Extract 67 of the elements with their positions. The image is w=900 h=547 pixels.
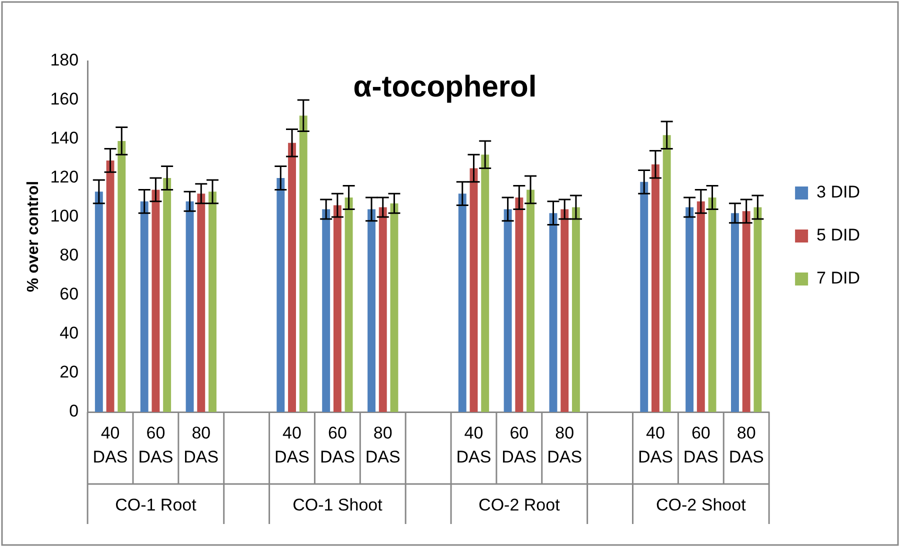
- bar: [549, 213, 558, 412]
- bar: [118, 140, 126, 412]
- legend-label: 3 DID: [816, 182, 860, 202]
- x-tick-label: 80 DAS: [365, 424, 400, 467]
- legend-label: 7 DID: [816, 268, 860, 288]
- bar: [515, 198, 524, 412]
- x-tick-label: 40 DAS: [92, 424, 128, 467]
- bar: [662, 135, 671, 412]
- bar: [458, 194, 466, 412]
- x-tick-label: 60 DAS: [320, 424, 355, 467]
- y-tick-label: 100: [50, 206, 79, 226]
- bar: [742, 211, 750, 412]
- bar: [333, 205, 342, 412]
- bar: [163, 178, 172, 412]
- x-tick-label: 60 DAS: [138, 424, 174, 467]
- x-tick-label: 40 DAS: [456, 424, 492, 467]
- text: CO-1 Shoot: [292, 496, 383, 515]
- bar: [640, 182, 648, 412]
- bar: [368, 209, 376, 412]
- y-tick-label: 0: [69, 402, 79, 421]
- y-tick-label: 40: [60, 324, 79, 343]
- text: CO-2 Root: [478, 496, 560, 515]
- y-tick-label: 60: [60, 284, 79, 304]
- bar: [378, 207, 387, 412]
- bar: [651, 164, 660, 412]
- bar: [730, 213, 739, 412]
- bar: [288, 142, 296, 412]
- bar: [208, 192, 216, 412]
- bar: [390, 203, 398, 412]
- bar: [560, 209, 569, 412]
- legend-label: 5 DID: [816, 226, 860, 245]
- bar: [299, 116, 308, 412]
- text: CO-2 Shoot: [656, 496, 746, 515]
- bar: [94, 192, 103, 412]
- bar: [276, 178, 285, 412]
- bar: [197, 194, 206, 412]
- bar: [504, 209, 512, 412]
- y-tick-label: 140: [50, 128, 79, 148]
- x-tick-label: 80 DAS: [184, 424, 219, 467]
- x-tick-label: 60 DAS: [502, 424, 537, 467]
- bar: [186, 201, 194, 412]
- y-tick-label: 120: [50, 168, 79, 187]
- x-tick-label: 40 DAS: [638, 424, 673, 467]
- bar: [481, 154, 490, 412]
- y-tick-label: 160: [50, 90, 79, 109]
- y-axis-title: % over control: [25, 180, 42, 292]
- x-tick-label: 80 DAS: [547, 424, 582, 467]
- bar: [322, 209, 330, 412]
- x-tick-label: 40 DAS: [274, 424, 310, 467]
- y-tick-label: 20: [60, 362, 79, 382]
- x-tick-label: 80 DAS: [728, 424, 764, 467]
- bar: [754, 207, 762, 412]
- text: CO-1 Root: [115, 496, 197, 515]
- bar: [696, 201, 705, 412]
- bar: [686, 207, 694, 412]
- chart-title: α-tocopherol: [353, 70, 537, 104]
- bar: [344, 198, 353, 412]
- bar: [152, 190, 160, 412]
- bar: [572, 207, 580, 412]
- x-tick-label: 60 DAS: [683, 424, 718, 467]
- bar: [140, 201, 148, 412]
- bar: [106, 160, 114, 412]
- y-tick-label: 80: [60, 246, 79, 265]
- bar: [526, 190, 534, 412]
- y-tick-label: 180: [50, 50, 79, 70]
- bar: [708, 198, 716, 412]
- bar: [470, 168, 478, 412]
